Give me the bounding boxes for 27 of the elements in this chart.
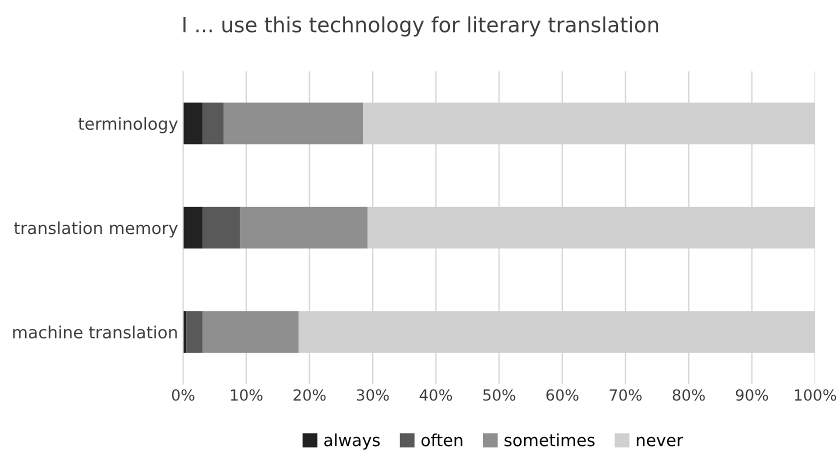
x-tick-label: 90% — [736, 389, 768, 401]
y-tick-label: machine translation — [13, 326, 177, 339]
x-tick-label: 50% — [483, 389, 516, 401]
x-tick-label: 10% — [230, 389, 262, 401]
bar — [224, 102, 364, 144]
x-tick-label: 40% — [420, 389, 452, 401]
y-tick-label: terminology — [78, 117, 178, 134]
legend-label: often — [421, 433, 462, 446]
bar — [183, 206, 203, 249]
bar — [202, 102, 224, 144]
x-tick-label: 60% — [546, 389, 578, 401]
x-tick-label: 80% — [672, 389, 705, 401]
bar — [186, 311, 203, 353]
bar — [202, 311, 299, 353]
x-tick-label: 100% — [794, 389, 836, 401]
legend-label: always — [324, 433, 380, 450]
bar — [202, 206, 240, 249]
x-tick-label: 20% — [294, 389, 326, 401]
chart-title: I ... use this technology for literary translation — [183, 16, 658, 37]
bar — [183, 102, 203, 144]
y-tick-label: translation memory — [14, 221, 178, 238]
legend-label: never — [636, 436, 684, 446]
legend-label: sometimes — [504, 433, 595, 446]
x-tick-label: 30% — [356, 389, 389, 401]
x-tick-label: 70% — [610, 389, 642, 401]
x-tick-label: 0% — [172, 389, 194, 401]
bar — [240, 206, 368, 249]
